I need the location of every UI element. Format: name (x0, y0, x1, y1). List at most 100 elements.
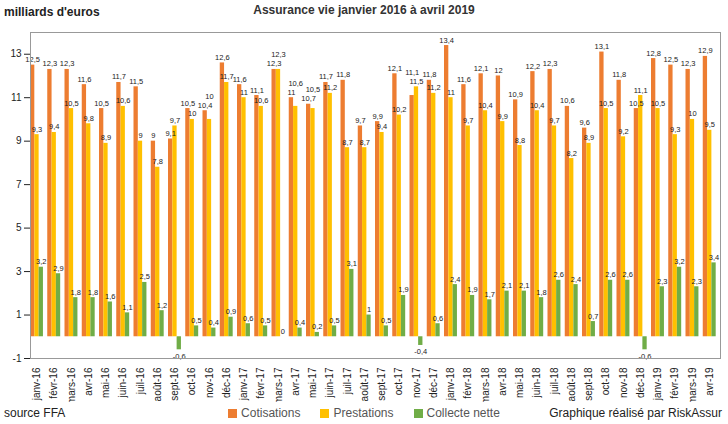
svg-text:0,6: 0,6 (433, 314, 443, 323)
svg-text:10,5: 10,5 (629, 99, 644, 108)
svg-text:10,5: 10,5 (651, 99, 666, 108)
svg-text:8,7: 8,7 (342, 138, 352, 147)
svg-text:2,5: 2,5 (140, 272, 150, 281)
svg-text:12,1: 12,1 (388, 64, 403, 73)
svg-text:9,1: 9,1 (165, 129, 175, 138)
svg-text:10,2: 10,2 (392, 105, 407, 114)
svg-text:1,9: 1,9 (467, 285, 477, 294)
svg-text:9,9: 9,9 (372, 112, 382, 121)
svg-text:12,3: 12,3 (267, 59, 282, 68)
svg-text:0,4: 0,4 (295, 318, 305, 327)
svg-text:3,1: 3,1 (347, 259, 357, 268)
svg-text:avr-18: avr-18 (497, 367, 508, 396)
svg-text:nov-18: nov-18 (618, 367, 629, 398)
svg-text:1,8: 1,8 (88, 288, 98, 297)
svg-text:2,1: 2,1 (502, 281, 512, 290)
svg-text:3: 3 (16, 266, 22, 277)
svg-text:9,4: 9,4 (49, 122, 59, 131)
svg-text:10,5: 10,5 (181, 99, 196, 108)
svg-text:11,1: 11,1 (250, 86, 264, 95)
svg-text:10,9: 10,9 (508, 90, 523, 99)
svg-text:10,6: 10,6 (116, 96, 131, 105)
svg-text:0,7: 0,7 (588, 312, 598, 321)
svg-text:sept-16: sept-16 (169, 367, 180, 401)
svg-text:12,3: 12,3 (681, 59, 696, 68)
svg-text:5: 5 (16, 222, 22, 233)
svg-text:nov-17: nov-17 (411, 367, 422, 398)
svg-text:-0,6: -0,6 (173, 352, 186, 361)
svg-text:9,9: 9,9 (498, 112, 508, 121)
svg-text:11,2: 11,2 (323, 83, 337, 92)
svg-text:10,5: 10,5 (64, 99, 79, 108)
svg-text:févr-16: févr-16 (48, 367, 59, 399)
svg-text:2,9: 2,9 (53, 264, 63, 273)
svg-text:1,1: 1,1 (122, 303, 132, 312)
svg-text:0,4: 0,4 (209, 318, 219, 327)
svg-text:9,7: 9,7 (170, 116, 180, 125)
svg-text:juil-16: juil-16 (135, 367, 146, 395)
svg-text:0,9: 0,9 (226, 307, 236, 316)
svg-text:10: 10 (188, 109, 196, 118)
svg-text:déc-18: déc-18 (635, 367, 646, 398)
svg-text:mai-16: mai-16 (100, 367, 111, 398)
svg-text:2,3: 2,3 (657, 277, 667, 286)
svg-text:10,5: 10,5 (306, 85, 321, 94)
svg-text:9,7: 9,7 (463, 116, 473, 125)
svg-text:juil-18: juil-18 (549, 367, 560, 395)
svg-text:2,1: 2,1 (519, 281, 529, 290)
svg-text:12,2: 12,2 (526, 62, 541, 71)
svg-text:7: 7 (16, 179, 22, 190)
svg-text:-0,6: -0,6 (639, 352, 652, 361)
svg-text:9,2: 9,2 (618, 127, 628, 136)
svg-text:déc-16: déc-16 (221, 367, 232, 398)
svg-text:7,8: 7,8 (153, 157, 163, 166)
svg-text:9: 9 (151, 131, 155, 140)
svg-text:12,3: 12,3 (60, 59, 75, 68)
svg-text:août-17: août-17 (359, 367, 370, 401)
svg-text:août-16: août-16 (152, 367, 163, 401)
svg-text:12,5: 12,5 (25, 55, 40, 64)
svg-text:1,2: 1,2 (157, 301, 167, 310)
svg-text:2,4: 2,4 (450, 275, 460, 284)
svg-text:juin-16: juin-16 (117, 367, 128, 398)
svg-text:12,9: 12,9 (698, 46, 713, 55)
svg-text:9: 9 (138, 131, 142, 140)
svg-text:9,4: 9,4 (377, 122, 387, 131)
svg-text:9,3: 9,3 (670, 125, 680, 134)
svg-text:9,5: 9,5 (705, 120, 715, 129)
svg-text:10,6: 10,6 (560, 96, 575, 105)
svg-text:12,6: 12,6 (215, 53, 230, 62)
svg-text:3,4: 3,4 (709, 253, 719, 262)
svg-text:10,5: 10,5 (599, 99, 614, 108)
svg-text:11: 11 (11, 92, 22, 103)
svg-text:10,5: 10,5 (94, 99, 109, 108)
svg-text:11,7: 11,7 (220, 72, 234, 81)
svg-text:1,8: 1,8 (71, 288, 81, 297)
svg-text:8,7: 8,7 (360, 138, 370, 147)
svg-text:12,3: 12,3 (543, 59, 558, 68)
svg-text:janv-16: janv-16 (31, 367, 42, 401)
svg-text:avr-19: avr-19 (704, 367, 715, 396)
svg-text:8,9: 8,9 (101, 133, 111, 142)
svg-text:3,2: 3,2 (36, 257, 46, 266)
svg-text:avr-16: avr-16 (83, 367, 94, 396)
svg-text:0,2: 0,2 (312, 322, 322, 331)
svg-text:10: 10 (205, 92, 213, 101)
svg-text:10,6: 10,6 (254, 96, 269, 105)
svg-text:11,1: 11,1 (405, 68, 419, 77)
svg-text:oct-17: oct-17 (393, 367, 404, 395)
svg-text:11,8: 11,8 (422, 70, 436, 79)
svg-text:mars-19: mars-19 (687, 367, 698, 402)
svg-text:oct-16: oct-16 (186, 367, 197, 395)
svg-text:11,1: 11,1 (634, 86, 648, 95)
svg-text:13: 13 (10, 48, 22, 59)
svg-text:1,9: 1,9 (398, 285, 408, 294)
svg-text:avr-17: avr-17 (290, 367, 301, 396)
svg-text:0,6: 0,6 (243, 314, 253, 323)
svg-text:11: 11 (240, 88, 248, 97)
svg-text:janv-19: janv-19 (652, 367, 663, 401)
svg-text:11,8: 11,8 (336, 70, 350, 79)
svg-text:1: 1 (367, 305, 371, 314)
svg-text:2,6: 2,6 (554, 270, 564, 279)
svg-text:déc-17: déc-17 (428, 367, 439, 398)
